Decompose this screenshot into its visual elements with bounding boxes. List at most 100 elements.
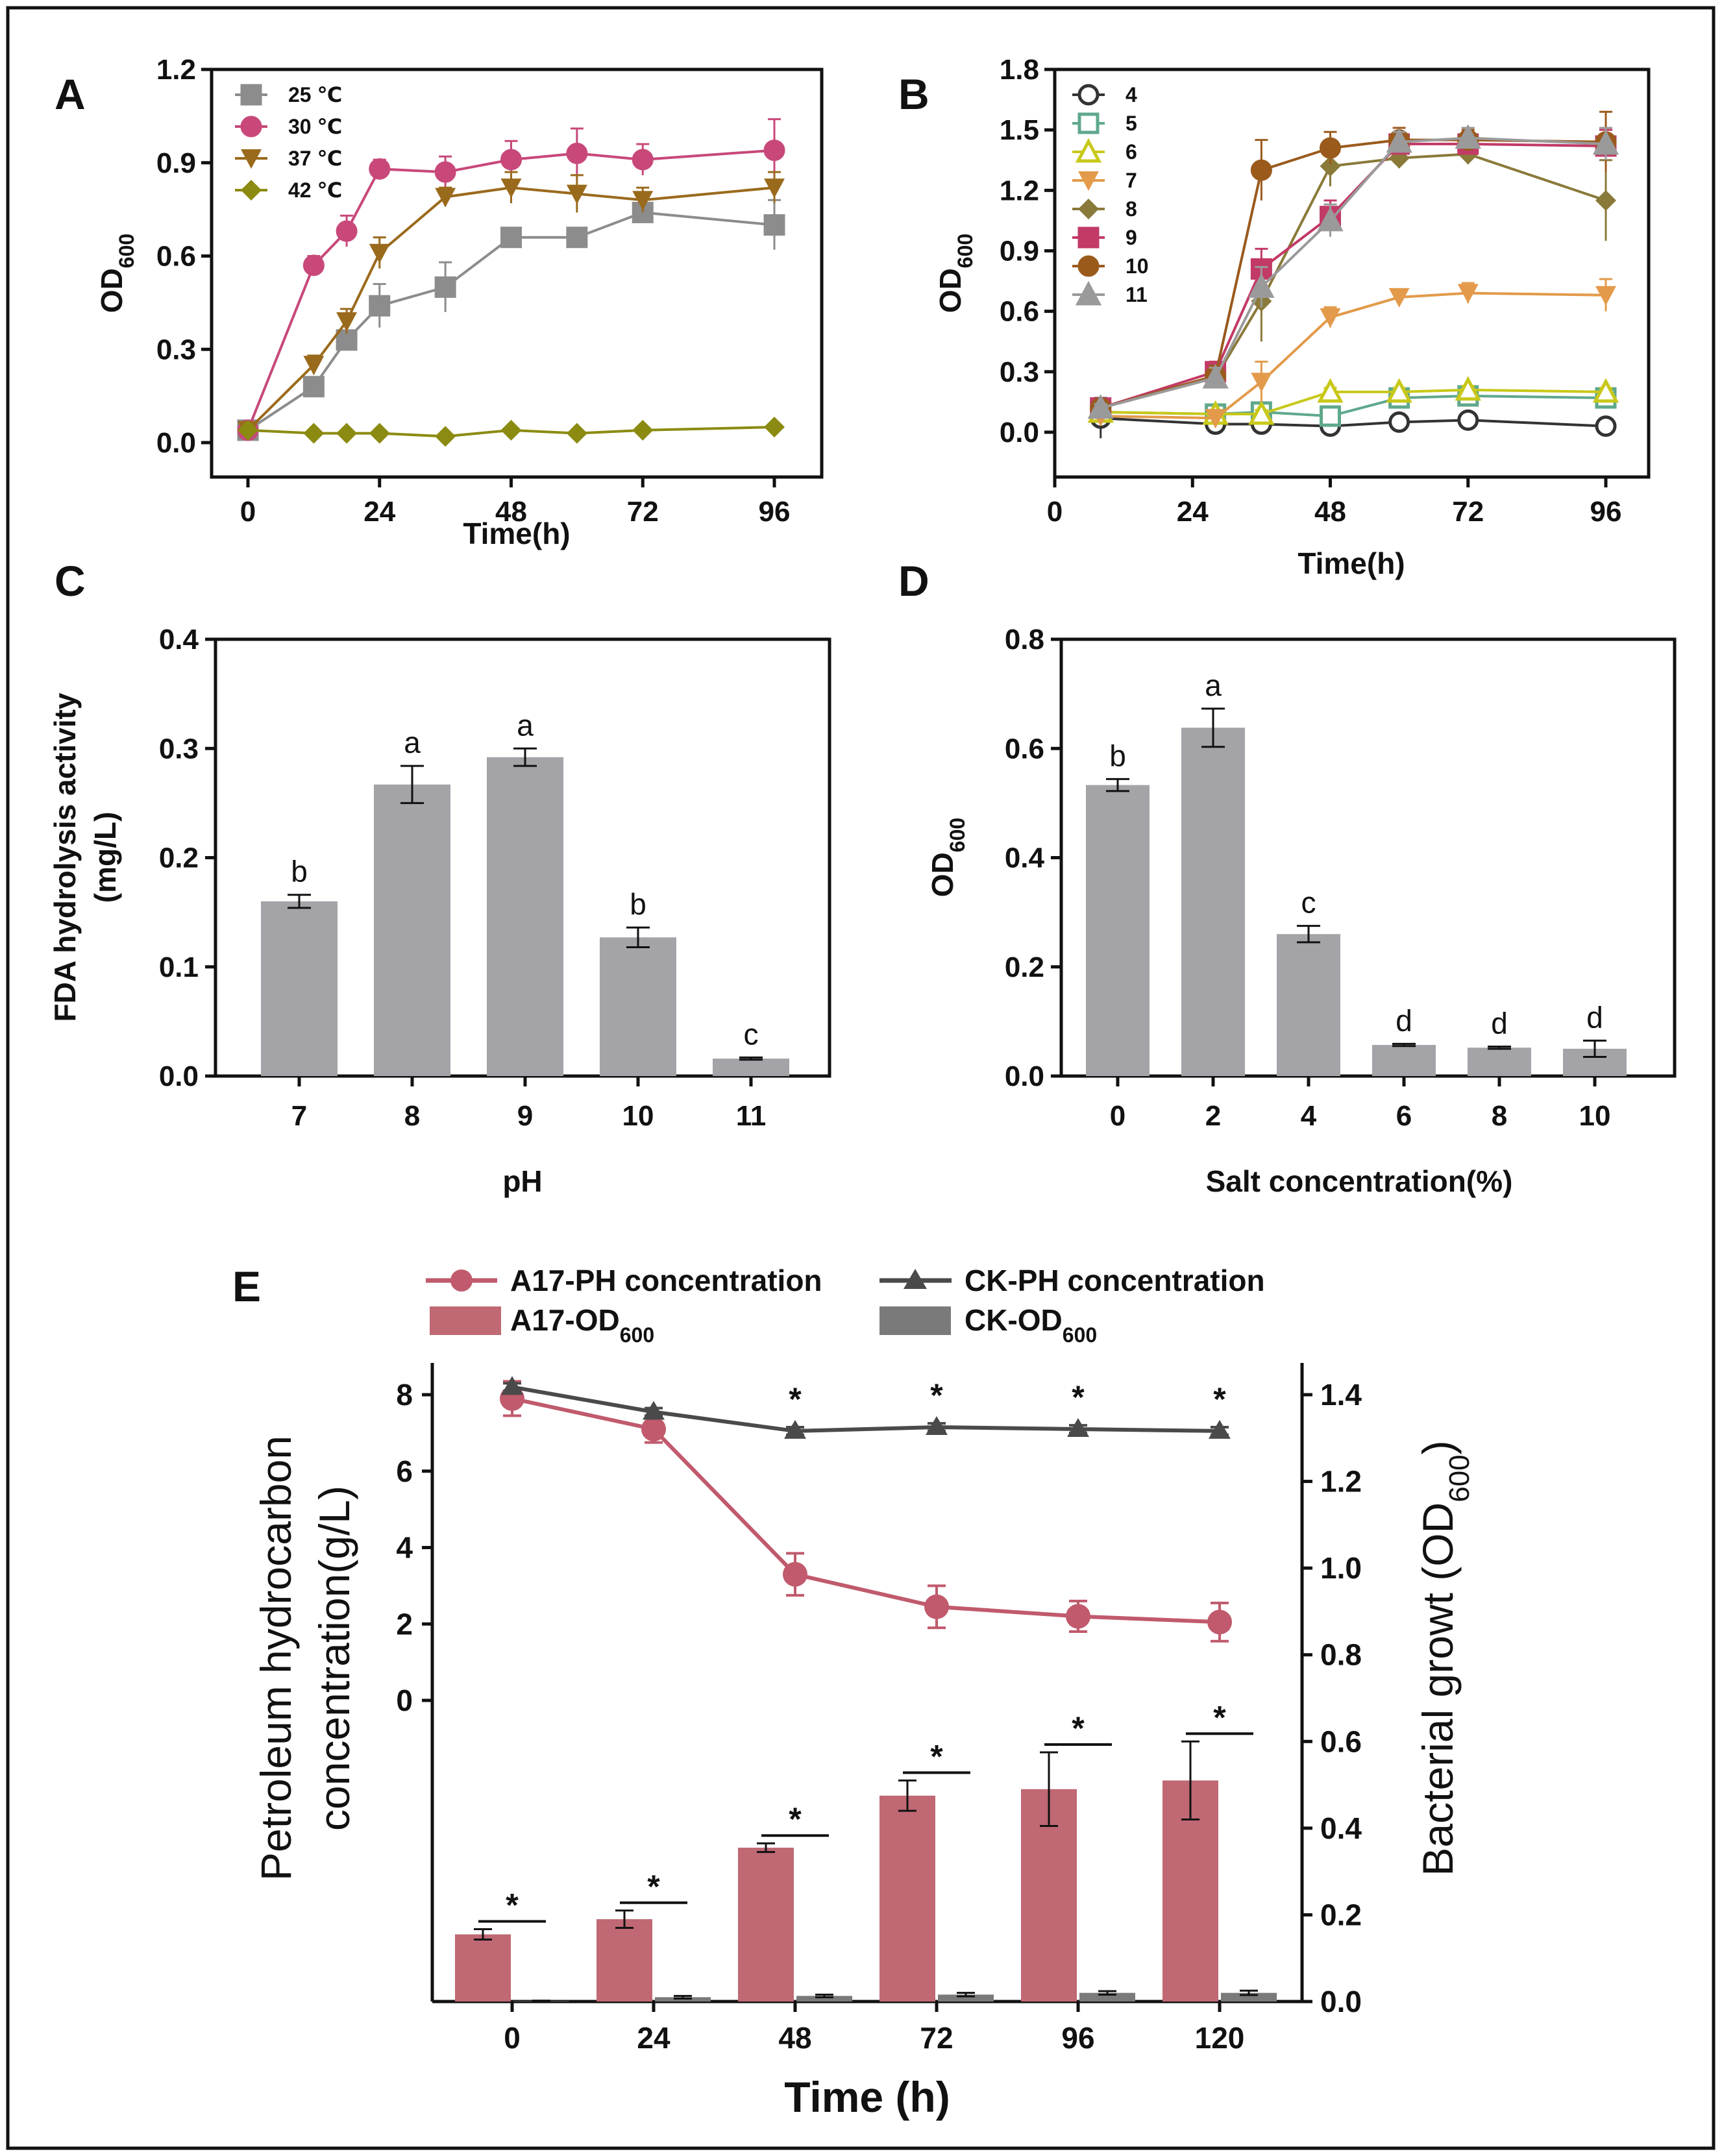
data-point-8 — [1595, 190, 1616, 211]
ck-ph-point — [926, 1416, 948, 1436]
legend-label: 8 — [1125, 197, 1137, 221]
data-point-25 ℃ — [302, 376, 325, 398]
data-point-37 ℃ — [369, 243, 390, 263]
legend-label: 30 ℃ — [288, 115, 342, 138]
data-point-37 ℃ — [632, 191, 654, 211]
bar-4 — [1277, 934, 1340, 1076]
legend-swatch-marker — [241, 180, 262, 201]
data-point-37 ℃ — [500, 178, 522, 199]
right-ytick-label: 0.4 — [1320, 1811, 1362, 1845]
right-ytick-label: 0.2 — [1320, 1898, 1362, 1931]
panel-e: E A17-PH concentration CK-PH concentrati… — [232, 1262, 1475, 2121]
legend-label: 25 ℃ — [288, 83, 342, 106]
data-point-42 ℃ — [764, 417, 785, 438]
legend-a17-bar-swatch — [430, 1306, 501, 1335]
data-point-42 ℃ — [336, 423, 358, 444]
data-point-11 — [1317, 206, 1344, 232]
xtick-label: 120 — [1195, 2021, 1245, 2055]
a17-ph-point — [783, 1562, 807, 1587]
left-ytick-label: 4 — [396, 1531, 413, 1565]
line-significance-star: * — [930, 1377, 943, 1414]
bar-ck-od600 — [938, 1994, 994, 2002]
legend-label: 4 — [1125, 83, 1137, 106]
panel-d: D Salt concentration(%) OD600 0.0 0.2 0.4 0… — [898, 557, 1677, 1198]
data-point-4 — [1595, 415, 1617, 437]
panel-a-ytick-label: 0.3 — [156, 334, 196, 365]
data-point-7 — [1205, 409, 1226, 429]
data-point-11 — [1386, 128, 1412, 153]
panel-b-ylabel: OD600 — [933, 234, 977, 313]
panel-d-ytick-label: 0.6 — [1005, 733, 1044, 765]
panel-d-ytick-label: 0.2 — [1005, 951, 1044, 983]
data-point-30 ℃ — [369, 158, 391, 180]
ck-ph-point — [643, 1401, 665, 1420]
xtick-label: 8 — [1492, 1100, 1507, 1132]
panel-b-ytick-label: 1.2 — [1000, 175, 1039, 206]
data-point-42 ℃ — [238, 419, 258, 441]
panel-b-xtick-label: 24 — [1177, 496, 1209, 528]
right-ytick-label: 0.0 — [1320, 1985, 1362, 2018]
xtick-label: 24 — [637, 2021, 670, 2055]
xtick-label: 48 — [778, 2021, 811, 2055]
bar-significance-star: * — [1213, 1699, 1226, 1735]
bar-8 — [374, 784, 450, 1076]
data-point-30 ℃ — [763, 140, 785, 162]
xtick-label: 0 — [504, 2021, 521, 2055]
xtick-label: 11 — [736, 1100, 767, 1132]
left-ytick-label: 2 — [396, 1607, 413, 1641]
bar-0 — [1086, 785, 1150, 1076]
significance-letter: b — [630, 887, 646, 921]
bar-significance-star: * — [647, 1868, 660, 1905]
legend-swatch-marker — [1075, 138, 1102, 163]
panel-b-ytick-label: 1.5 — [1000, 114, 1039, 146]
panel-a-ylabel: OD600 — [95, 234, 138, 313]
data-point-30 ℃ — [336, 220, 358, 242]
bar-ck-od600 — [796, 1996, 852, 2002]
panel-a-xtick-label: 48 — [495, 496, 527, 528]
data-point-37 ℃ — [435, 188, 456, 208]
xtick-label: 7 — [291, 1100, 307, 1132]
right-ytick-label: 0.8 — [1320, 1638, 1362, 1672]
data-point-37 ℃ — [566, 184, 587, 204]
data-point-25 ℃ — [434, 276, 456, 298]
legend-label: 42 ℃ — [288, 178, 342, 202]
xtick-label: 0 — [1110, 1100, 1125, 1132]
legend-a17-bar-label: A17-OD600 — [510, 1303, 654, 1347]
panel-a-xtick-label: 72 — [627, 496, 659, 528]
panel-c-ytick-label: 0.3 — [159, 733, 199, 765]
right-ytick-label: 1.0 — [1320, 1551, 1362, 1585]
panel-a-ytick-label: 1.2 — [156, 54, 196, 86]
bar-significance-star: * — [789, 1801, 802, 1837]
legend-swatch-marker — [1077, 255, 1100, 277]
xtick-label: 6 — [1396, 1100, 1412, 1132]
bar-6 — [1372, 1045, 1436, 1076]
panel-b-ytick-label: 0.9 — [1000, 235, 1039, 267]
bar-a17-od600 — [597, 1919, 652, 2002]
panel-b-ytick-label: 0.0 — [1000, 417, 1039, 448]
panel-d-ytick-label: 0.0 — [1005, 1060, 1044, 1092]
legend-ck-line-marker — [904, 1269, 927, 1289]
data-point-5 — [1320, 405, 1341, 427]
xtick-label: 4 — [1301, 1100, 1317, 1132]
data-point-7 — [1388, 288, 1410, 308]
panel-b-frame — [1053, 67, 1651, 479]
legend-swatch-marker — [1077, 227, 1100, 249]
data-point-6 — [1248, 400, 1275, 425]
panel-a-label: A — [55, 70, 86, 118]
ck-ph-point — [1209, 1419, 1231, 1439]
legend-ck-bar-label: CK-OD600 — [965, 1303, 1097, 1347]
data-point-30 ℃ — [434, 161, 456, 183]
panel-a-xtick-label: 0 — [240, 496, 256, 528]
panel-e-right-ylabel: Bacterial growt (OD600) — [1414, 1440, 1475, 1876]
bar-9 — [487, 757, 563, 1076]
a17-ph-point — [1066, 1604, 1090, 1629]
data-point-11 — [1202, 363, 1229, 389]
panel-d-label: D — [898, 557, 929, 605]
legend-label: 7 — [1125, 169, 1137, 192]
panel-b-ytick-label: 1.8 — [1000, 54, 1039, 86]
legend-swatch-marker — [1078, 199, 1099, 219]
legend-swatch-marker — [240, 84, 262, 106]
bar-ck-od600 — [1221, 1992, 1277, 2002]
xtick-label: 10 — [1579, 1100, 1611, 1132]
